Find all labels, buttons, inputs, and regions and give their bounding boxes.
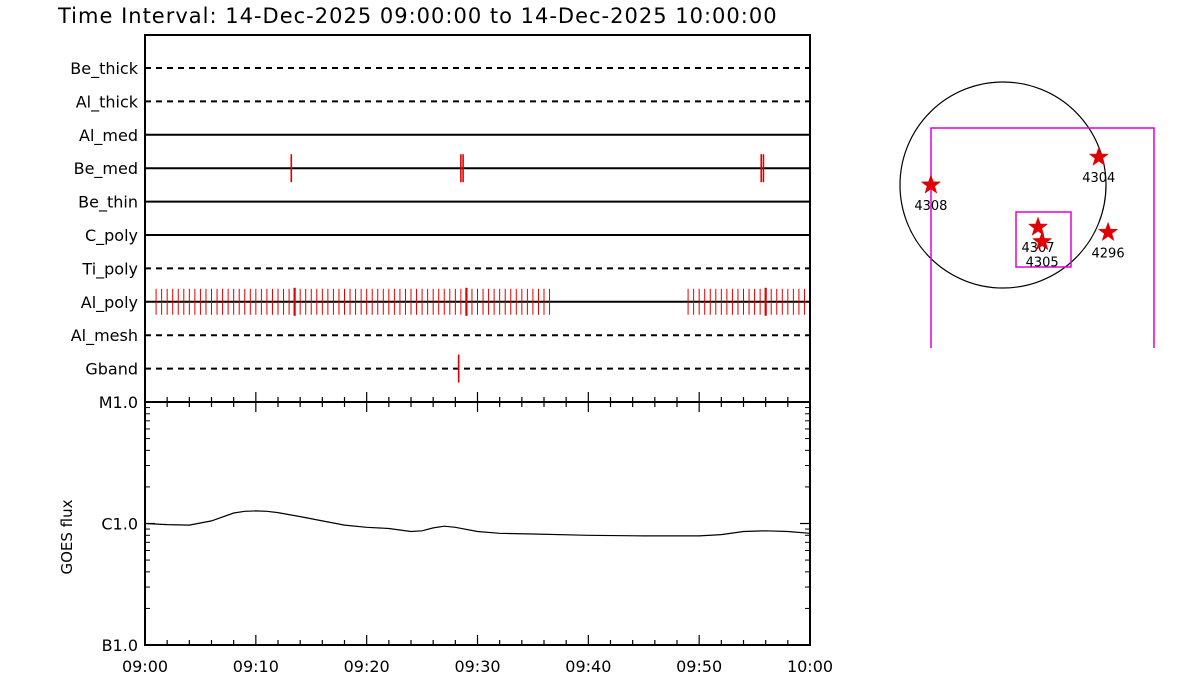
filter-label: Be_med (74, 159, 138, 179)
chart-title: Time Interval: 14-Dec-2025 09:00:00 to 1… (57, 4, 778, 28)
filter-events (155, 154, 805, 383)
x-tick-label: 09:40 (565, 657, 611, 676)
active-region-star (1027, 216, 1049, 236)
active-region-star (1031, 230, 1053, 251)
active-region-star (1088, 146, 1110, 166)
active-region-label: 4305 (1026, 256, 1059, 271)
active-region-label: 4296 (1092, 246, 1125, 261)
solar-disk-map: 43044308430743054296 (899, 81, 1155, 348)
filter-label: Gband (85, 360, 138, 379)
filter-label: Al_thick (76, 92, 139, 112)
goes-frame (144, 401, 811, 646)
x-tick-label: 09:00 (122, 657, 168, 676)
solar-limb (899, 81, 1107, 289)
timeline-frame (144, 34, 811, 403)
filter-rows: Be_thick Al_thick Al_med Be_med Be_thin C_pol… (70, 59, 810, 379)
goes-flux-panel: B1.0 C1.0 M1.0 09:00 09:10 09:20 09:30 09:40 09:… (58, 392, 833, 676)
x-tick-label: 09:20 (344, 657, 390, 676)
filter-label: Al_med (79, 126, 138, 146)
active-region-star (920, 174, 942, 194)
filter-label: C_poly (85, 226, 138, 246)
filter-label: Al_mesh (71, 326, 138, 346)
x-tick-label: 09:10 (233, 657, 279, 676)
filter-label: Ti_poly (81, 259, 138, 279)
active-regions: 43044308430743054296 (914, 146, 1125, 271)
active-region-star (1097, 221, 1119, 242)
goes-y-axis-label: GOES flux (58, 499, 76, 574)
goes-ticks: B1.0 C1.0 M1.0 09:00 09:10 09:20 09:30 09:40 09:… (99, 392, 833, 676)
x-tick-label: 09:50 (676, 657, 722, 676)
filter-label: Be_thick (70, 59, 138, 79)
goes-flux-line (144, 510, 811, 537)
x-tick-label: 09:30 (454, 657, 500, 676)
filter-timeline-panel: Be_thick Al_thick Al_med Be_med Be_thin C_pol… (70, 34, 811, 403)
active-region-label: 4308 (914, 199, 947, 214)
filter-label: Be_thin (78, 193, 138, 213)
filter-label: Al_poly (81, 293, 138, 313)
active-region-label: 4304 (1082, 171, 1115, 186)
y-tick-label: M1.0 (99, 393, 138, 412)
fov-large (930, 127, 1155, 348)
y-tick-label: C1.0 (101, 515, 138, 534)
y-tick-label: B1.0 (102, 636, 138, 655)
x-tick-label: 10:00 (787, 657, 833, 676)
fov-small (1015, 211, 1072, 268)
